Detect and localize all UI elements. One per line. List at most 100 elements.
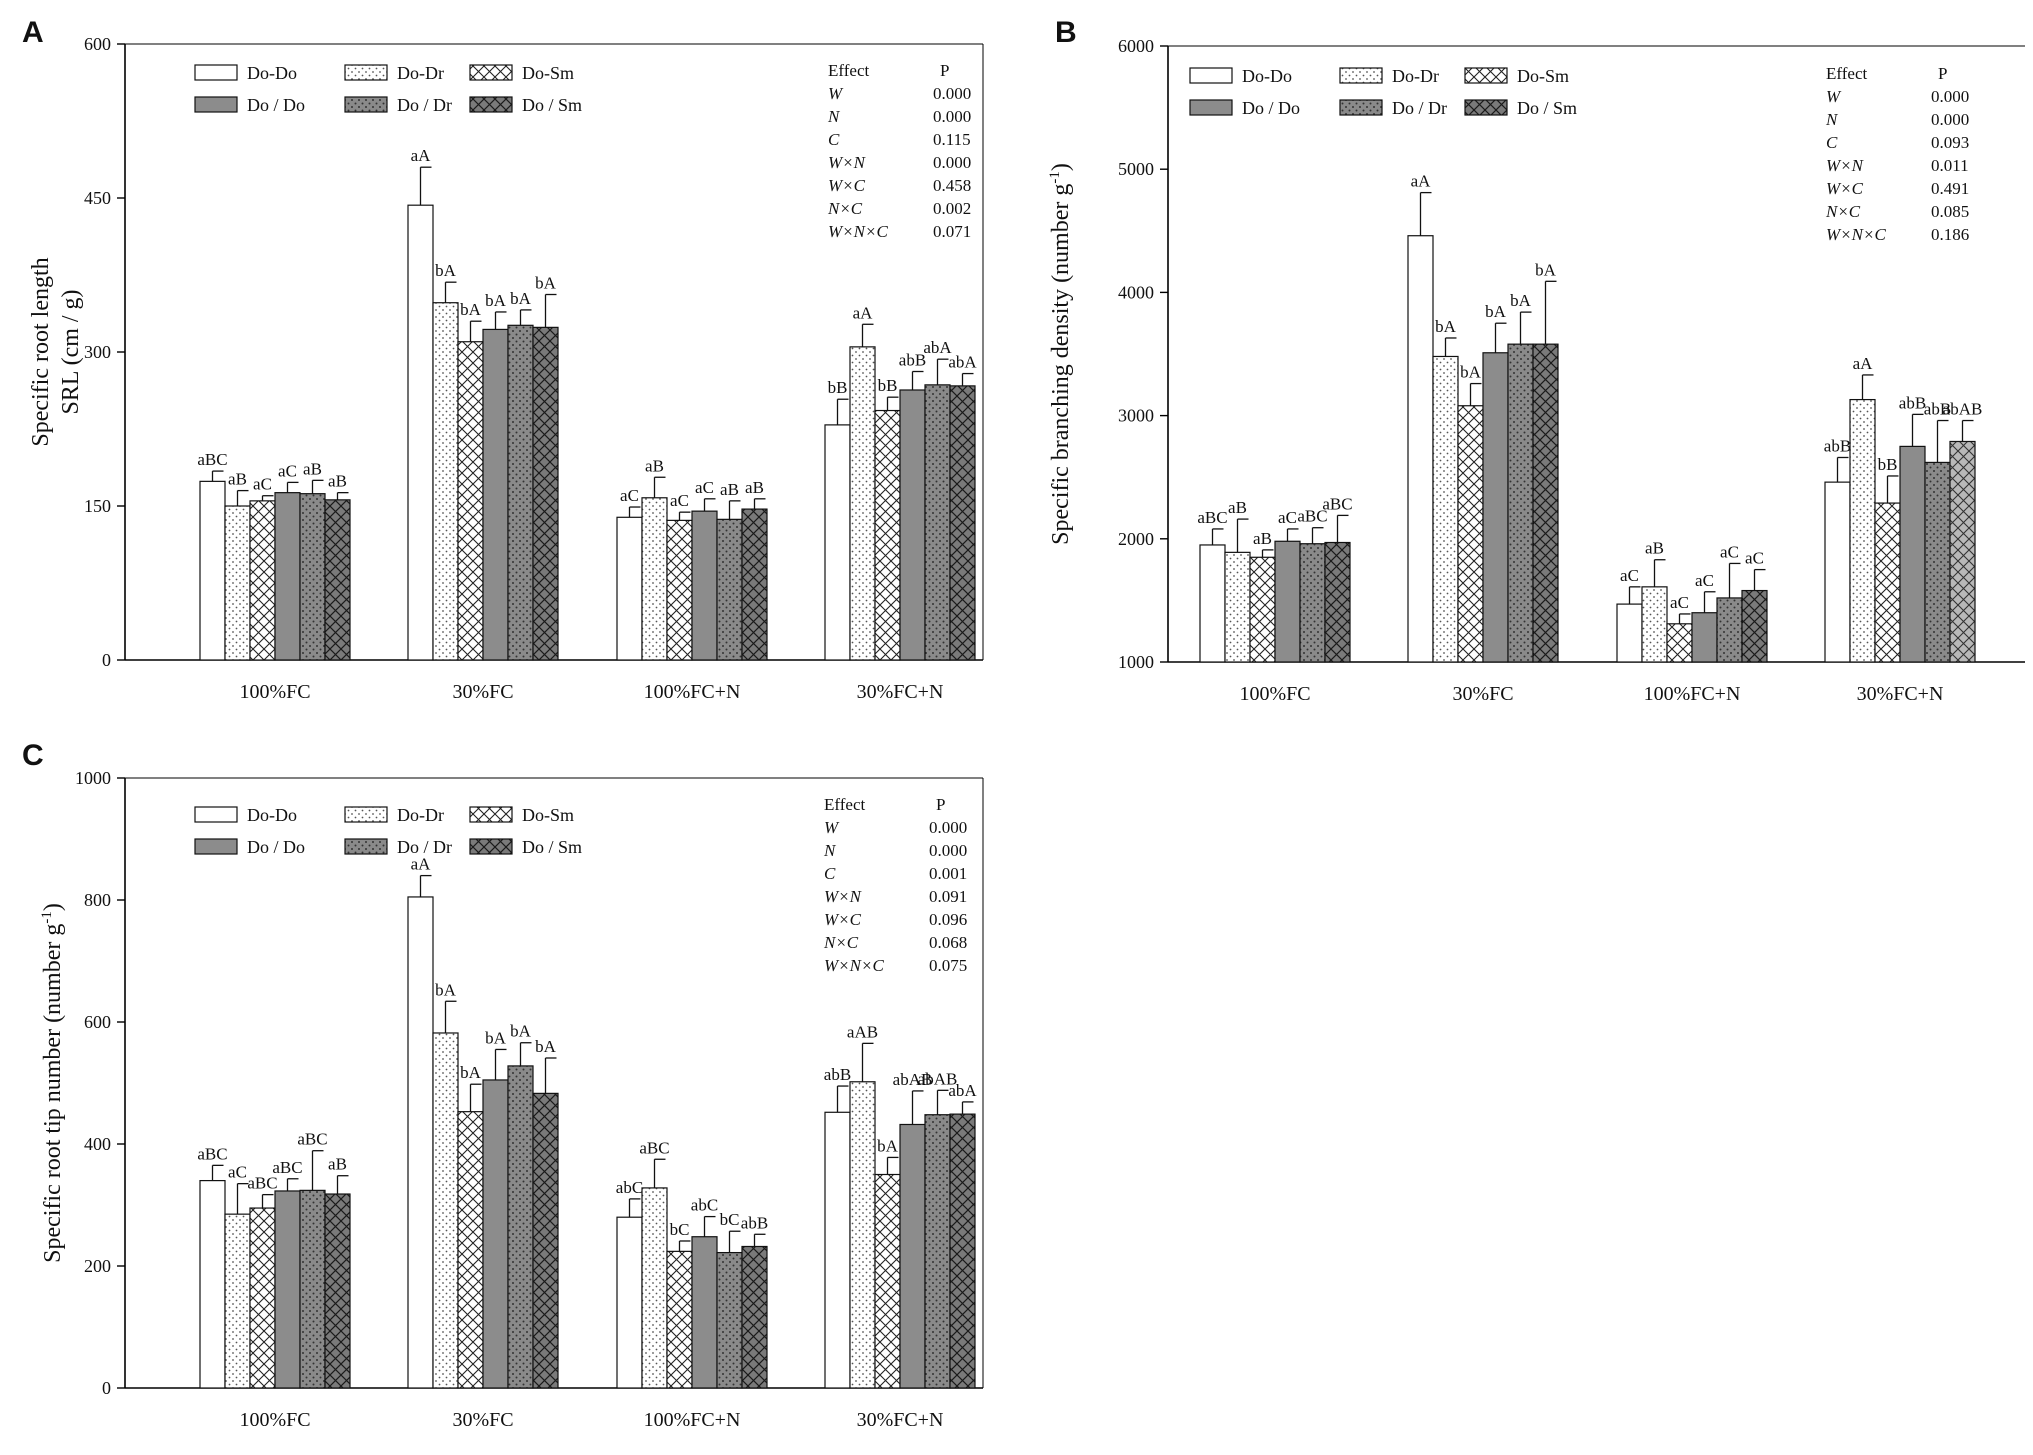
panel-b-significance-label: abAB bbox=[1943, 400, 1983, 419]
panel-b-legend-swatch bbox=[1189, 99, 1233, 116]
panel-b-bar bbox=[1716, 597, 1743, 663]
panel-c-legend-swatch bbox=[344, 838, 388, 855]
panel-c-bar bbox=[507, 1065, 534, 1389]
panel-c-effect-term: C bbox=[824, 864, 836, 883]
panel-c-p-header: P bbox=[936, 795, 945, 814]
panel-c-effect-p-value: 0.075 bbox=[929, 956, 967, 975]
panel-c-legend-swatch bbox=[469, 838, 513, 855]
panel-c-significance-label: aBC bbox=[272, 1158, 302, 1177]
panel-b-effect-term: N bbox=[1825, 110, 1839, 129]
panel-b-legend-swatch bbox=[1189, 67, 1233, 84]
panel-c-significance-label: aAB bbox=[847, 1022, 878, 1041]
panel-b: B 1000 2000 3000 4000 5000 6000 Specific branc… bbox=[1047, 16, 2025, 705]
panel-a-y-label-unit: SRL (cm / g) bbox=[58, 289, 84, 414]
panel-a-significance-label: bB bbox=[878, 376, 898, 395]
panel-c-y-tick-label: 800 bbox=[84, 890, 111, 910]
panel-b-x-tick-label: 30%FC+N bbox=[1857, 683, 1944, 705]
panel-b-y-label-main: Specific branching density (number g bbox=[1048, 184, 1074, 545]
panel-c-significance-label: bA bbox=[510, 1022, 532, 1041]
panel-a-bar bbox=[949, 385, 976, 661]
panel-a-bar bbox=[457, 341, 484, 661]
panel-a-bar bbox=[616, 516, 643, 661]
panel-b-bar bbox=[1324, 541, 1351, 663]
panel-a-significance-label: aC bbox=[620, 486, 639, 505]
panel-c-effect-p-value: 0.096 bbox=[929, 910, 967, 929]
panel-a-effect-p-value: 0.071 bbox=[933, 222, 971, 241]
panel-c-legend-swatch bbox=[194, 806, 238, 823]
panel-b-bar bbox=[1824, 481, 1851, 663]
panel-c-y-tick-label: 1000 bbox=[75, 768, 111, 788]
panel-c-effect-term: N bbox=[823, 841, 837, 860]
panel-c-bar bbox=[716, 1251, 743, 1389]
panel-b-effect-term: C bbox=[1826, 133, 1838, 152]
panel-a-significance-label: aB bbox=[720, 480, 739, 499]
panel-a-bar bbox=[299, 493, 326, 661]
panel-c-significance-label: aBC bbox=[247, 1174, 277, 1193]
panel-a-effect-term: W×C bbox=[828, 176, 866, 195]
panel-b-y-tick-label: 4000 bbox=[1118, 282, 1154, 302]
panel-b-bar bbox=[1532, 343, 1559, 663]
panel-a-effect-term: W bbox=[828, 84, 844, 103]
panel-a-bar bbox=[274, 492, 301, 661]
panel-a-significance-label: aB bbox=[645, 456, 664, 475]
panel-c-y-tick-label: 400 bbox=[84, 1134, 111, 1154]
panel-c-significance-label: abB bbox=[824, 1065, 851, 1084]
panel-a-bar bbox=[324, 499, 351, 661]
panel-b-significance-label: aC bbox=[1670, 593, 1689, 612]
panel-c-significance-label: abAB bbox=[918, 1069, 958, 1088]
panel-b-significance-label: aBC bbox=[1297, 507, 1327, 526]
panel-b-significance-label: abB bbox=[1899, 393, 1926, 412]
panel-c-significance-label: bA bbox=[485, 1028, 507, 1047]
panel-b-effect-term: W bbox=[1826, 87, 1842, 106]
panel-a-effect-p-value: 0.000 bbox=[933, 153, 971, 172]
panel-b-effect-term: N×C bbox=[1825, 202, 1861, 221]
panel-c-x-tick-label: 100%FC+N bbox=[644, 1409, 741, 1431]
panel-b-y-tick-label: 1000 bbox=[1118, 652, 1154, 672]
panel-b-effect-p-value: 0.093 bbox=[1931, 133, 1969, 152]
panel-a-x-tick-label: 30%FC bbox=[452, 681, 513, 703]
panel-b-p-header: P bbox=[1938, 64, 1947, 83]
panel-a-significance-label: aC bbox=[253, 475, 272, 494]
panel-a-significance-label: bA bbox=[485, 291, 507, 310]
panel-a-significance-label: aB bbox=[745, 478, 764, 497]
panel-c-significance-label: aA bbox=[411, 855, 432, 874]
panel-b-y-label-exponent: -1 bbox=[1047, 171, 1063, 184]
panel-b-significance-label: abB bbox=[1824, 436, 1851, 455]
panel-c-y-tick-label: 200 bbox=[84, 1256, 111, 1276]
panel-b-bar bbox=[1482, 352, 1509, 663]
panel-a-legend-swatch bbox=[194, 96, 238, 113]
panel-b-significance-label: bA bbox=[1460, 363, 1482, 382]
panel-b-legend-swatch bbox=[1464, 67, 1508, 84]
panel-a-bar bbox=[407, 204, 434, 661]
panel-b-bar bbox=[1849, 398, 1876, 663]
panel-b-axes: 1000 2000 3000 4000 5000 6000 Specific branchi… bbox=[1047, 36, 2025, 705]
panel-b-effect-term: W×N×C bbox=[1826, 225, 1886, 244]
panel-b-bar bbox=[1249, 556, 1276, 663]
panel-a-significance-label: abA bbox=[948, 353, 977, 372]
panel-a-bar bbox=[874, 409, 901, 661]
panel-b-significance-label: aB bbox=[1228, 498, 1247, 517]
panel-b-bar bbox=[1407, 235, 1434, 663]
panel-b-legend-swatch bbox=[1464, 99, 1508, 116]
panel-b-y-label: Specific branching density (number g-1) bbox=[1047, 163, 1074, 545]
panel-c-effect-term: W bbox=[824, 818, 840, 837]
panel-a-bar bbox=[924, 384, 951, 661]
panel-a-x-tick-label: 100%FC bbox=[239, 681, 310, 703]
panel-a-bar bbox=[741, 508, 768, 661]
panel-c-bar bbox=[224, 1213, 251, 1389]
panel-a-effect-p-value: 0.002 bbox=[933, 199, 971, 218]
panel-b-legend-label: Do / Sm bbox=[1517, 98, 1577, 118]
panel-c-bar bbox=[532, 1092, 559, 1389]
panel-a-y-tick-label: 150 bbox=[84, 496, 111, 516]
panel-a-bar bbox=[432, 302, 459, 661]
panel-c-significance-label: bA bbox=[877, 1136, 899, 1155]
panel-a-significance-label: bA bbox=[460, 300, 482, 319]
panel-c-significance-label: aC bbox=[228, 1163, 247, 1182]
panel-c-bar bbox=[949, 1113, 976, 1389]
panel-b-y-label-close: ) bbox=[1048, 163, 1074, 171]
panel-c-significance-label: abA bbox=[948, 1081, 977, 1100]
panel-c-x-tick-label: 30%FC bbox=[452, 1409, 513, 1431]
panel-b-legend-swatch bbox=[1339, 99, 1383, 116]
panel-a-legend-swatch bbox=[469, 96, 513, 113]
